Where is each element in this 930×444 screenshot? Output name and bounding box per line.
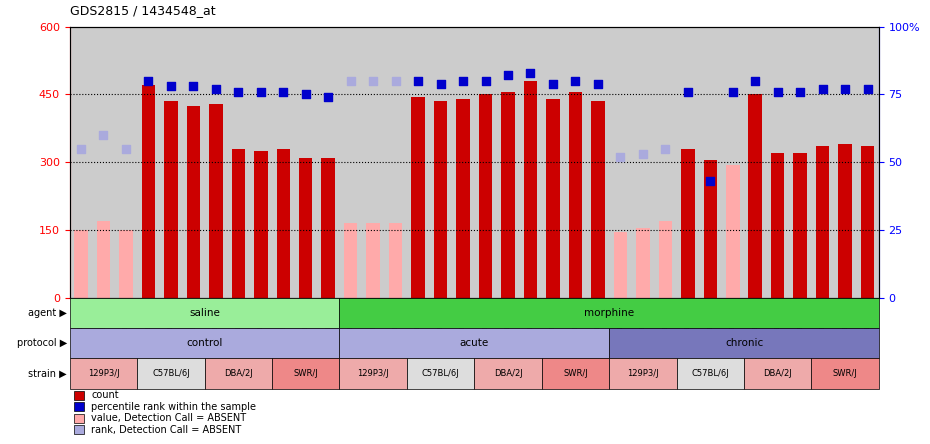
- Bar: [703, 160, 717, 298]
- Bar: [501, 92, 514, 298]
- Text: chronic: chronic: [724, 338, 764, 348]
- Bar: [793, 153, 807, 298]
- Bar: [568, 92, 582, 298]
- Text: value, Detection Call = ABSENT: value, Detection Call = ABSENT: [91, 413, 246, 423]
- Text: percentile rank within the sample: percentile rank within the sample: [91, 402, 256, 412]
- Point: [635, 151, 650, 158]
- Text: DBA/2J: DBA/2J: [494, 369, 523, 378]
- Text: acute: acute: [459, 338, 489, 348]
- Bar: [658, 221, 672, 298]
- Bar: [591, 101, 604, 298]
- Text: C57BL/6J: C57BL/6J: [421, 369, 459, 378]
- Bar: [457, 99, 470, 298]
- Text: 129P3/J: 129P3/J: [87, 369, 119, 378]
- Bar: [164, 101, 178, 298]
- Point: [411, 77, 426, 84]
- Bar: [97, 221, 110, 298]
- Point: [96, 131, 111, 139]
- Point: [456, 77, 471, 84]
- Point: [523, 69, 538, 76]
- Text: DBA/2J: DBA/2J: [224, 369, 253, 378]
- Text: DBA/2J: DBA/2J: [764, 369, 792, 378]
- Bar: [838, 144, 852, 298]
- Bar: [479, 95, 492, 298]
- Text: SWR/J: SWR/J: [563, 369, 588, 378]
- Point: [231, 88, 246, 95]
- Text: SWR/J: SWR/J: [293, 369, 318, 378]
- Bar: [771, 153, 784, 298]
- Bar: [344, 223, 357, 298]
- Text: morphine: morphine: [584, 308, 634, 318]
- Point: [433, 80, 448, 87]
- Bar: [322, 158, 335, 298]
- Bar: [681, 149, 695, 298]
- Point: [73, 145, 88, 152]
- Bar: [141, 85, 155, 298]
- Point: [725, 88, 740, 95]
- Point: [703, 178, 718, 185]
- Point: [816, 86, 830, 93]
- Point: [118, 145, 133, 152]
- Bar: [749, 95, 762, 298]
- Point: [838, 86, 853, 93]
- Bar: [119, 230, 133, 298]
- Bar: [187, 106, 200, 298]
- Text: agent ▶: agent ▶: [28, 308, 67, 318]
- Bar: [232, 149, 245, 298]
- Point: [568, 77, 583, 84]
- Bar: [254, 151, 268, 298]
- Point: [321, 94, 336, 101]
- Point: [164, 83, 179, 90]
- Text: SWR/J: SWR/J: [832, 369, 857, 378]
- Bar: [433, 101, 447, 298]
- Text: C57BL/6J: C57BL/6J: [152, 369, 190, 378]
- Bar: [726, 165, 739, 298]
- Bar: [411, 97, 425, 298]
- Point: [365, 77, 380, 84]
- Text: rank, Detection Call = ABSENT: rank, Detection Call = ABSENT: [91, 425, 242, 435]
- Bar: [299, 158, 312, 298]
- Point: [613, 153, 628, 160]
- Point: [343, 77, 358, 84]
- Text: 129P3/J: 129P3/J: [627, 369, 658, 378]
- Bar: [74, 230, 87, 298]
- Point: [141, 77, 156, 84]
- Point: [299, 91, 313, 98]
- Point: [253, 88, 268, 95]
- Bar: [546, 99, 560, 298]
- Text: saline: saline: [189, 308, 220, 318]
- Point: [186, 83, 201, 90]
- Point: [276, 88, 291, 95]
- Point: [478, 77, 493, 84]
- Point: [860, 86, 875, 93]
- Text: protocol ▶: protocol ▶: [17, 338, 67, 348]
- Bar: [861, 147, 874, 298]
- Bar: [389, 223, 403, 298]
- Point: [591, 80, 605, 87]
- Point: [658, 145, 672, 152]
- Bar: [366, 223, 379, 298]
- Point: [500, 72, 515, 79]
- Text: count: count: [91, 390, 119, 400]
- Text: 129P3/J: 129P3/J: [357, 369, 389, 378]
- Text: GDS2815 / 1434548_at: GDS2815 / 1434548_at: [70, 4, 216, 17]
- Bar: [636, 228, 649, 298]
- Bar: [614, 232, 627, 298]
- Text: strain ▶: strain ▶: [28, 369, 67, 378]
- Text: control: control: [186, 338, 223, 348]
- Bar: [524, 81, 538, 298]
- Point: [546, 80, 561, 87]
- Bar: [816, 147, 830, 298]
- Point: [388, 77, 403, 84]
- Point: [770, 88, 785, 95]
- Point: [792, 88, 807, 95]
- Point: [748, 77, 763, 84]
- Bar: [276, 149, 290, 298]
- Text: C57BL/6J: C57BL/6J: [691, 369, 729, 378]
- Point: [681, 88, 696, 95]
- Point: [208, 86, 223, 93]
- Bar: [209, 103, 222, 298]
